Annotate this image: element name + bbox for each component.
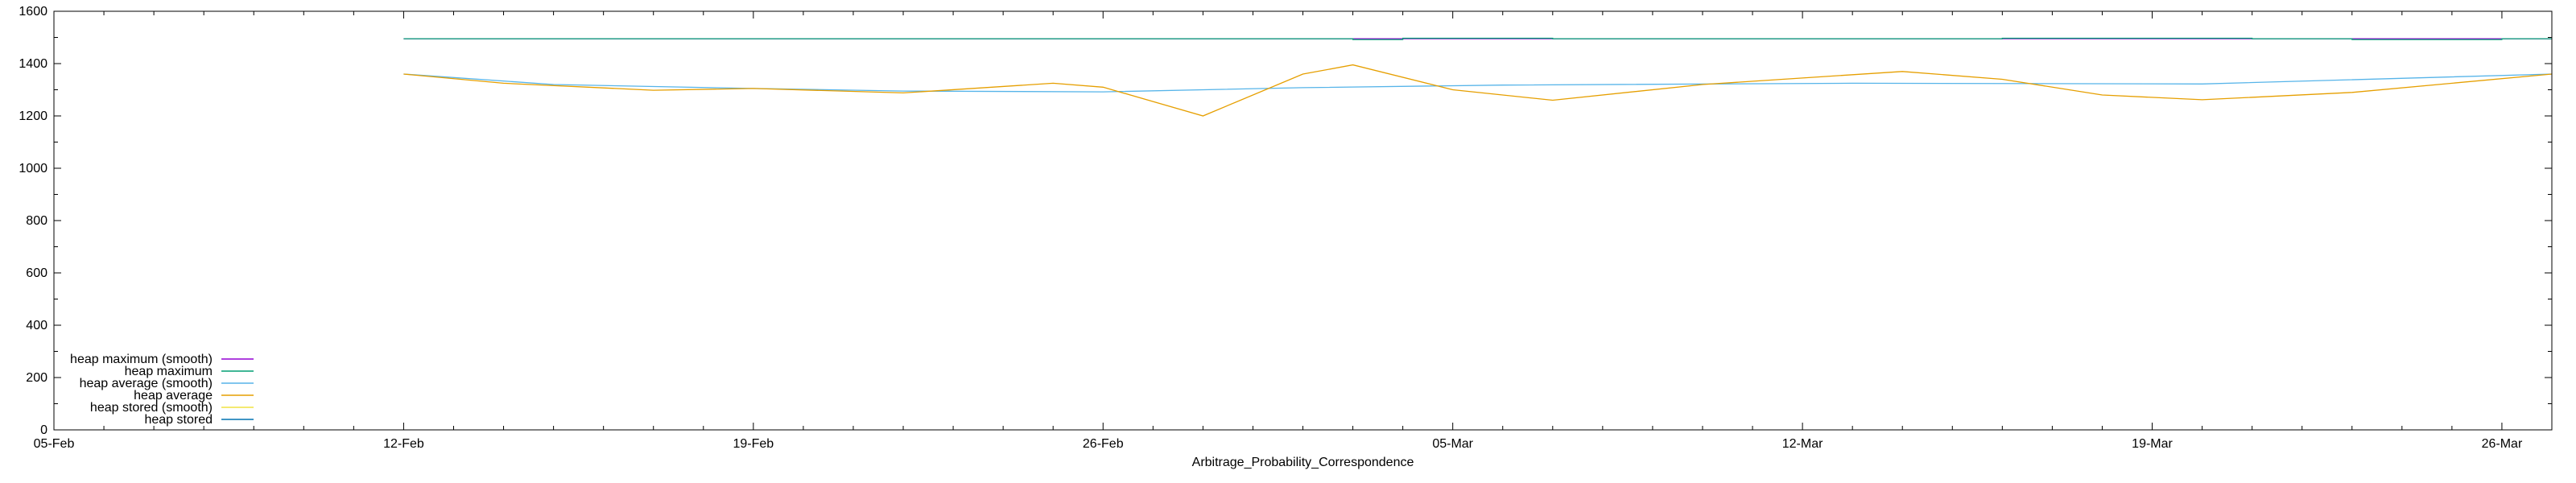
x-tick-label: 12-Feb: [383, 437, 424, 451]
y-tick-label: 1200: [19, 109, 47, 123]
x-axis-label: Arbitrage_Probability_Correspondence: [1192, 456, 1414, 469]
x-tick-label: 26-Feb: [1083, 437, 1124, 451]
plot-frame: [53, 10, 2553, 431]
x-tick-label: 12-Mar: [1782, 437, 1823, 451]
y-tick-label: 800: [26, 214, 47, 228]
axis-ticks: [53, 10, 2553, 431]
legend-label: heap maximum: [125, 365, 213, 378]
series-line: [403, 37, 2552, 40]
y-tick-label: 200: [26, 371, 47, 385]
y-tick-label: 0: [40, 423, 47, 437]
x-tick-label: 05-Mar: [1432, 437, 1473, 451]
legend-label: heap stored (smooth): [90, 401, 213, 415]
x-tick-label: 19-Feb: [733, 437, 774, 451]
legend-label: heap average (smooth): [80, 377, 213, 390]
y-tick-label: 600: [26, 266, 47, 280]
x-tick-label: 05-Feb: [34, 437, 75, 451]
y-tick-label: 1000: [19, 162, 47, 175]
axis-tick-labels: 0 200 400 600 800 1000 1200 1400 1600 05-Feb 12-Fe…: [19, 5, 2523, 451]
chart-series: [403, 37, 2553, 117]
series-line: [403, 64, 2553, 117]
legend-label: heap maximum (smooth): [70, 353, 213, 366]
legend-label: heap average: [134, 389, 213, 402]
y-tick-label: 400: [26, 319, 47, 332]
y-tick-label: 1600: [19, 5, 47, 19]
x-tick-label: 19-Mar: [2132, 437, 2173, 451]
x-tick-label: 26-Mar: [2482, 437, 2523, 451]
y-tick-label: 1400: [19, 57, 47, 71]
legend-label: heap stored: [144, 413, 213, 427]
